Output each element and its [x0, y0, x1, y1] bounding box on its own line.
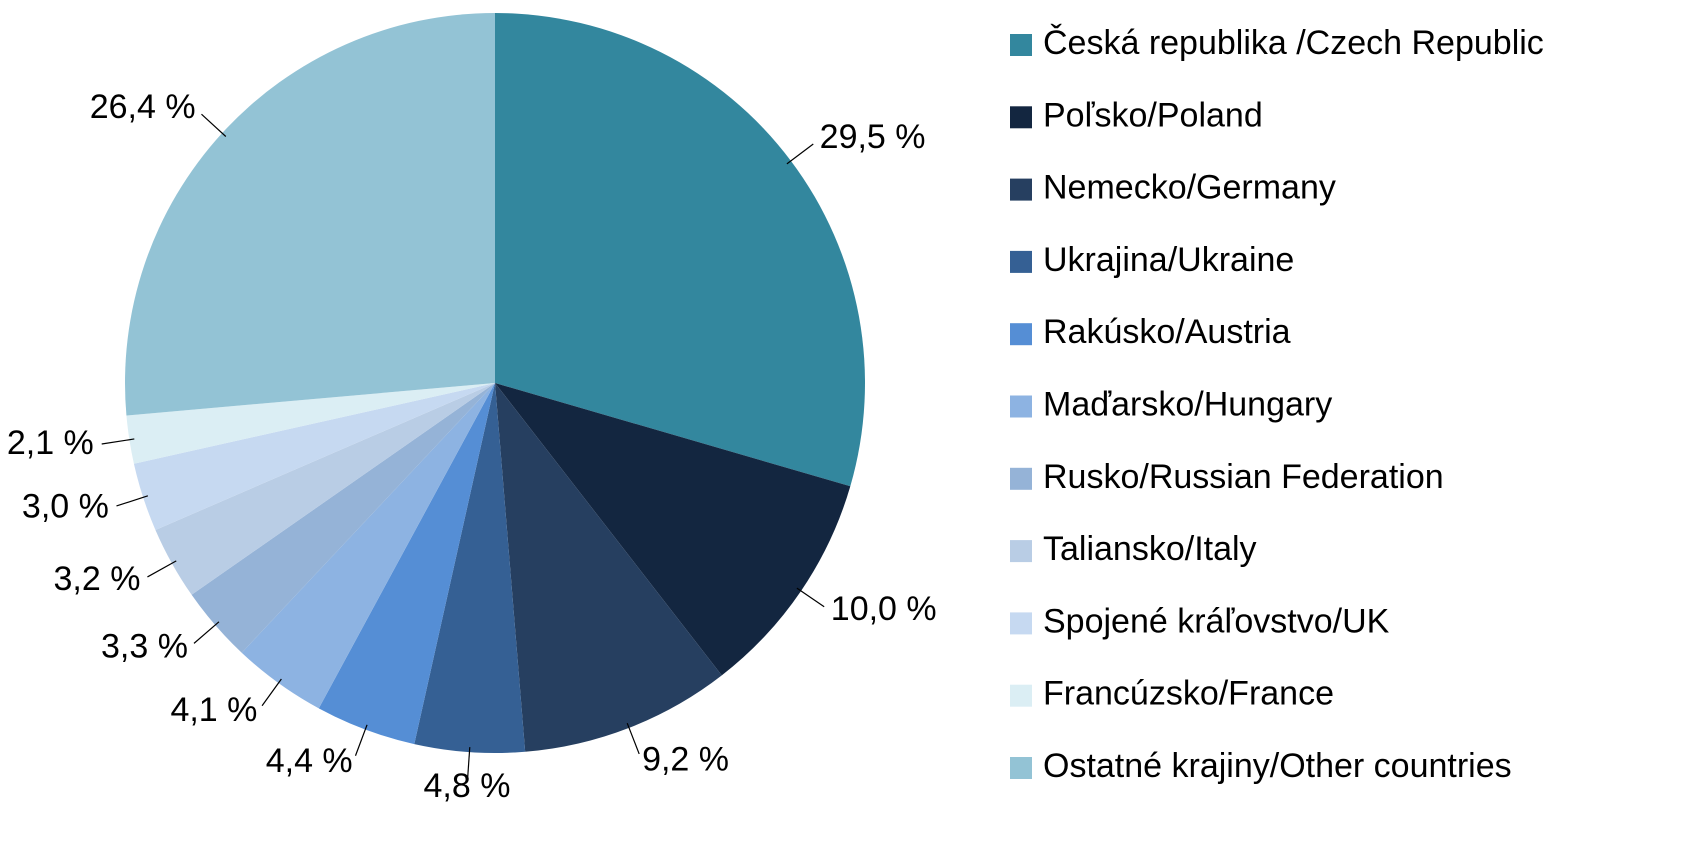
data-label: 3,2 % — [54, 560, 141, 598]
data-label: 29,5 % — [820, 118, 926, 156]
legend-swatch — [1010, 250, 1032, 273]
leader-line — [796, 587, 825, 608]
legend-swatch — [1010, 34, 1032, 56]
leader-line — [261, 678, 282, 707]
data-label: 4,8 % — [423, 767, 510, 805]
pie-slice — [241, 383, 495, 709]
data-label: 9,2 % — [642, 740, 729, 778]
leader-line — [201, 113, 227, 137]
legend-swatch — [1010, 684, 1032, 707]
leader-line — [626, 722, 640, 755]
pie-slice — [495, 13, 865, 487]
leader-line — [466, 747, 471, 781]
legend-label: Spojené kráľovstvo/UK — [1043, 602, 1390, 640]
legend-swatch — [1010, 540, 1032, 563]
leader-line — [116, 495, 149, 507]
data-label: 3,0 % — [22, 487, 109, 525]
legend-swatch — [1010, 178, 1032, 201]
legend-swatch — [1010, 467, 1032, 490]
legend-swatch — [1010, 106, 1032, 129]
legend-label: Ostatné krajiny/Other countries — [1043, 747, 1512, 785]
data-label: 10,0 % — [831, 590, 937, 628]
data-label: 2,1 % — [7, 424, 94, 462]
legend-label: Taliansko/Italy — [1043, 530, 1257, 568]
legend-swatch — [1010, 757, 1032, 779]
legend-label: Francúzsko/France — [1043, 675, 1334, 713]
legend-label: Rakúsko/Austria — [1043, 313, 1291, 351]
legend-swatch — [1010, 323, 1032, 346]
leader-line — [193, 621, 220, 644]
legend-label: Maďarsko/Hungary — [1043, 385, 1332, 423]
data-label: 26,4 % — [90, 88, 196, 126]
pie-slice — [155, 383, 495, 595]
leader-line — [354, 724, 368, 756]
legend-label: Nemecko/Germany — [1043, 169, 1336, 207]
data-label: 4,4 % — [266, 742, 353, 780]
pie-slice — [414, 383, 526, 753]
legend-swatch — [1010, 395, 1032, 418]
pie-slice — [495, 383, 722, 752]
data-label: 4,1 % — [170, 691, 257, 729]
pie-slice — [191, 383, 495, 653]
pie-slice — [133, 383, 495, 530]
leader-line — [786, 143, 814, 165]
leader-line — [147, 560, 177, 578]
legend-swatch — [1010, 612, 1032, 635]
data-label: 3,3 % — [101, 628, 188, 666]
pie-slice — [495, 383, 851, 676]
legend-label: Česká republika /Czech Republic — [1043, 24, 1544, 62]
pie-slice — [125, 13, 495, 416]
legend-label: Ukrajina/Ukraine — [1043, 241, 1294, 279]
legend-label: Poľsko/Poland — [1043, 96, 1263, 134]
leader-line — [101, 438, 135, 445]
pie-slice — [126, 383, 495, 464]
legend-label: Rusko/Russian Federation — [1043, 458, 1444, 496]
pie-slice — [318, 383, 495, 745]
